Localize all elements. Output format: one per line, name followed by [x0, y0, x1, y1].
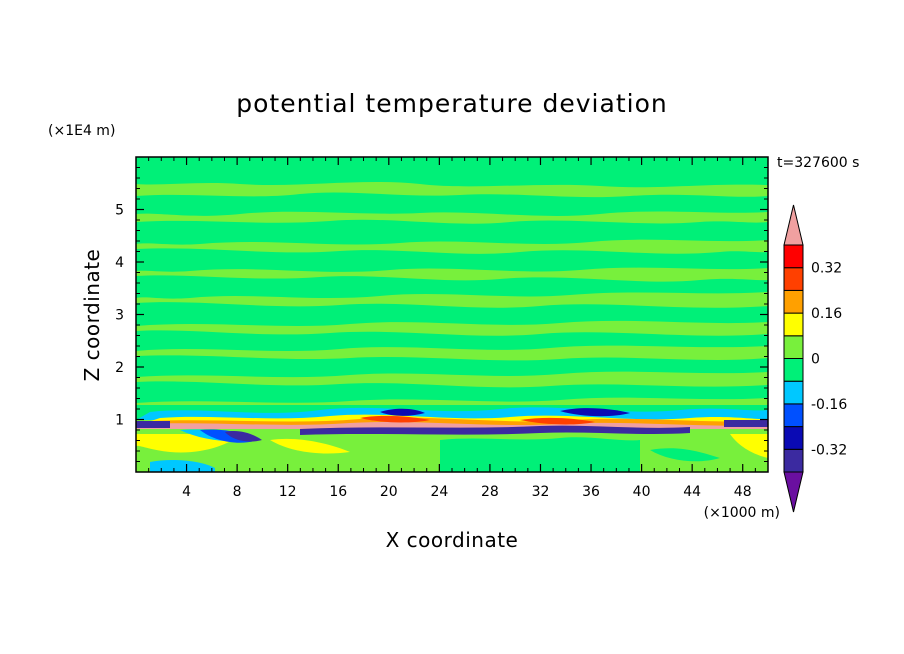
contour-band	[136, 275, 768, 299]
y-tick-label: 1	[115, 413, 124, 429]
contour-band	[136, 248, 768, 272]
x-tick-label: 24	[430, 484, 448, 500]
x-tick-label: 28	[481, 484, 499, 500]
contour-band	[136, 330, 768, 351]
colorbar-over-triangle	[783, 204, 804, 246]
colorbar: 0.32 0.16 0 -0.16 -0.32	[783, 204, 847, 513]
contour-band	[136, 302, 768, 326]
x-axis-ticks: 4 8 12 16 20 24 28 32 36 40 44 48	[148, 157, 756, 500]
contour-band	[520, 417, 595, 425]
time-label: t=327600 s	[777, 155, 859, 171]
x-tick-label: 40	[633, 484, 651, 500]
colorbar-swatch	[783, 403, 804, 428]
x-tick-label: 20	[380, 484, 398, 500]
y-tick-label: 3	[115, 308, 124, 324]
y-axis-ticks: 1 2 3 4 5	[115, 167, 768, 462]
contour-band	[136, 407, 768, 420]
colorbar-under-triangle	[783, 471, 804, 513]
y-tick-label: 4	[115, 255, 124, 271]
x-tick-label: 16	[329, 484, 347, 500]
contour-band	[136, 355, 768, 378]
x-tick-label: 48	[734, 484, 752, 500]
x-tick-label: 8	[233, 484, 242, 500]
contour-band	[136, 157, 768, 188]
colorbar-label: 0.32	[811, 261, 842, 277]
contour-band	[730, 434, 768, 458]
colorbar-swatch	[783, 448, 804, 473]
colorbar-label: -0.16	[811, 397, 847, 413]
y-scale-label: (×1E4 m)	[48, 123, 115, 139]
x-tick-label: 44	[683, 484, 701, 500]
colorbar-swatch	[783, 244, 804, 269]
contour-band	[136, 219, 768, 245]
colorbar-swatch	[783, 312, 804, 337]
contour-band	[380, 408, 425, 416]
contour-band	[136, 192, 768, 216]
contour-band	[136, 421, 170, 428]
contour-band	[136, 381, 768, 403]
contour-band	[225, 430, 262, 442]
x-tick-label: 4	[182, 484, 191, 500]
contour-band	[560, 408, 630, 417]
colorbar-label: -0.32	[811, 442, 847, 458]
chart-title: potential temperature deviation	[236, 89, 667, 118]
colorbar-swatch	[783, 267, 804, 291]
contour-band	[724, 420, 768, 427]
y-axis-label: Z coordinate	[80, 249, 104, 382]
y-tick-label: 2	[115, 360, 124, 376]
x-tick-label: 12	[279, 484, 297, 500]
x-tick-label: 36	[582, 484, 600, 500]
contour-field	[136, 157, 768, 472]
contour-band	[440, 437, 640, 472]
colorbar-swatch	[783, 289, 804, 314]
x-scale-label: (×1000 m)	[704, 505, 780, 521]
colorbar-swatch	[783, 380, 804, 405]
contour-band	[650, 448, 720, 462]
colorbar-label: 0.16	[811, 306, 842, 322]
contour-band	[300, 425, 690, 435]
x-tick-label: 32	[532, 484, 550, 500]
colorbar-swatch	[783, 358, 804, 382]
contour-band	[270, 438, 350, 454]
colorbar-swatch	[783, 335, 804, 359]
y-tick-label: 5	[115, 203, 124, 219]
x-axis-label: X coordinate	[386, 528, 519, 552]
contour-band	[360, 415, 430, 423]
colorbar-swatch	[783, 426, 804, 450]
colorbar-label: 0	[811, 352, 820, 368]
